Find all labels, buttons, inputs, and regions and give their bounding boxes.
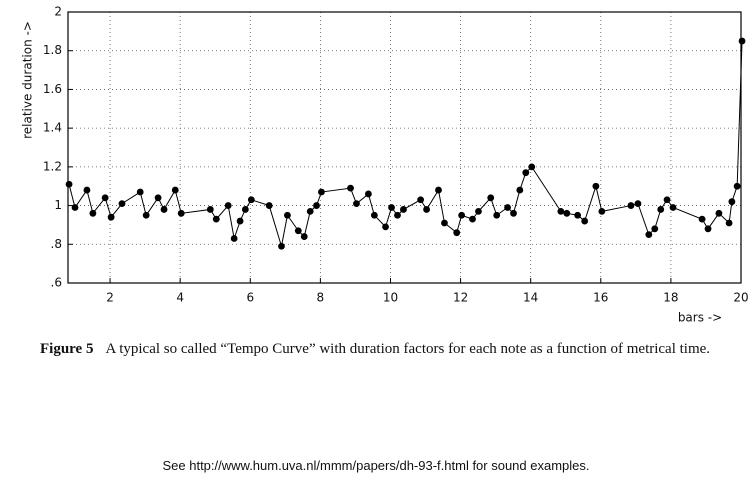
x-tick-label: 14 — [523, 291, 538, 305]
data-point — [728, 198, 736, 206]
data-point — [423, 206, 430, 213]
data-point — [171, 186, 179, 194]
data-point — [318, 188, 325, 196]
data-point — [510, 209, 517, 217]
data-point — [698, 215, 706, 223]
x-tick-label: 2 — [106, 291, 114, 305]
data-point — [563, 209, 571, 217]
data-point — [294, 227, 302, 235]
y-tick-label: .6 — [51, 276, 62, 290]
data-point — [177, 209, 185, 217]
data-point — [663, 196, 671, 204]
x-tick-label: 6 — [246, 291, 254, 305]
y-tick-label: 1.6 — [43, 82, 62, 96]
y-tick-label: .8 — [51, 237, 62, 251]
data-point — [388, 204, 395, 211]
data-point — [669, 204, 677, 211]
data-point — [598, 207, 606, 215]
data-point — [725, 219, 733, 227]
data-point — [738, 37, 746, 45]
data-point — [136, 188, 144, 196]
x-tick-label: 12 — [453, 291, 468, 305]
data-point — [89, 209, 97, 217]
data-point — [522, 169, 530, 177]
data-point — [142, 211, 150, 219]
data-point — [453, 229, 461, 237]
data-point — [101, 194, 109, 202]
data-point — [441, 219, 448, 227]
y-tick-label: 1 — [54, 198, 62, 212]
footer: See http://www.hum.uva.nl/mmm/papers/dh-… — [162, 458, 590, 473]
data-point — [469, 215, 476, 223]
data-point — [493, 211, 501, 219]
y-axis-label: relative duration -> — [21, 21, 35, 139]
data-point — [516, 186, 524, 194]
data-point — [278, 242, 285, 250]
data-point — [733, 182, 741, 190]
data-point — [627, 202, 635, 209]
data-point — [347, 184, 354, 192]
data-point — [300, 233, 308, 240]
data-point — [71, 204, 79, 211]
chart: relative duration -> bars -> .6 .8 1 1.2 1.4… — [21, 5, 749, 325]
data-point — [487, 194, 495, 202]
data-point — [370, 211, 378, 219]
y-tick-label: 1.8 — [43, 43, 62, 57]
data-point — [715, 209, 723, 217]
y-tick-label: 1.2 — [43, 159, 62, 173]
data-point — [306, 207, 314, 215]
data-point — [704, 225, 712, 233]
data-point — [65, 180, 73, 188]
x-axis-label: bars -> — [678, 311, 722, 325]
x-tick-label: 8 — [317, 291, 325, 305]
data-point — [645, 231, 653, 239]
data-point — [313, 202, 320, 209]
data-point — [160, 206, 168, 213]
data-point — [224, 202, 232, 209]
data-point — [154, 194, 162, 202]
data-point — [574, 211, 582, 219]
data-point — [581, 217, 589, 225]
data-point — [634, 200, 642, 208]
caption: Figure 5 A typical so called “Tempo Curve… — [40, 341, 752, 358]
x-tick-label: 20 — [733, 291, 748, 305]
data-line — [68, 41, 743, 247]
data-point — [118, 200, 126, 208]
data-point — [241, 206, 249, 213]
data-point — [353, 200, 360, 208]
data-point — [458, 211, 466, 219]
data-point — [382, 223, 389, 231]
data-point — [475, 207, 482, 215]
data-point — [394, 211, 401, 219]
data-point — [212, 215, 220, 223]
data-point — [557, 207, 565, 215]
data-point — [400, 206, 407, 213]
data-point — [504, 204, 511, 211]
x-tick-label: 16 — [593, 291, 608, 305]
data-point — [236, 217, 244, 225]
plot-frame — [67, 11, 742, 284]
y-tick-label: 1.4 — [43, 121, 62, 135]
data-point — [417, 196, 425, 204]
data-point — [657, 206, 665, 213]
x-tick-label: 4 — [176, 291, 184, 305]
data-point — [592, 182, 600, 190]
data-point — [435, 186, 442, 194]
data-point — [528, 163, 536, 171]
x-tick-label: 18 — [663, 291, 678, 305]
data-point — [364, 190, 372, 198]
data-point — [247, 196, 255, 204]
x-tick-label: 10 — [383, 291, 398, 305]
data-point — [284, 211, 291, 219]
y-tick-label: 2 — [54, 5, 62, 19]
data-point — [83, 186, 91, 194]
caption-label: Figure 5 — [40, 341, 94, 357]
data-point — [651, 225, 659, 233]
data-point — [206, 206, 214, 213]
caption-text: A typical so called “Tempo Curve” with d… — [105, 341, 711, 357]
data-point — [265, 202, 273, 209]
data-point — [230, 235, 238, 242]
data-point — [107, 213, 115, 221]
